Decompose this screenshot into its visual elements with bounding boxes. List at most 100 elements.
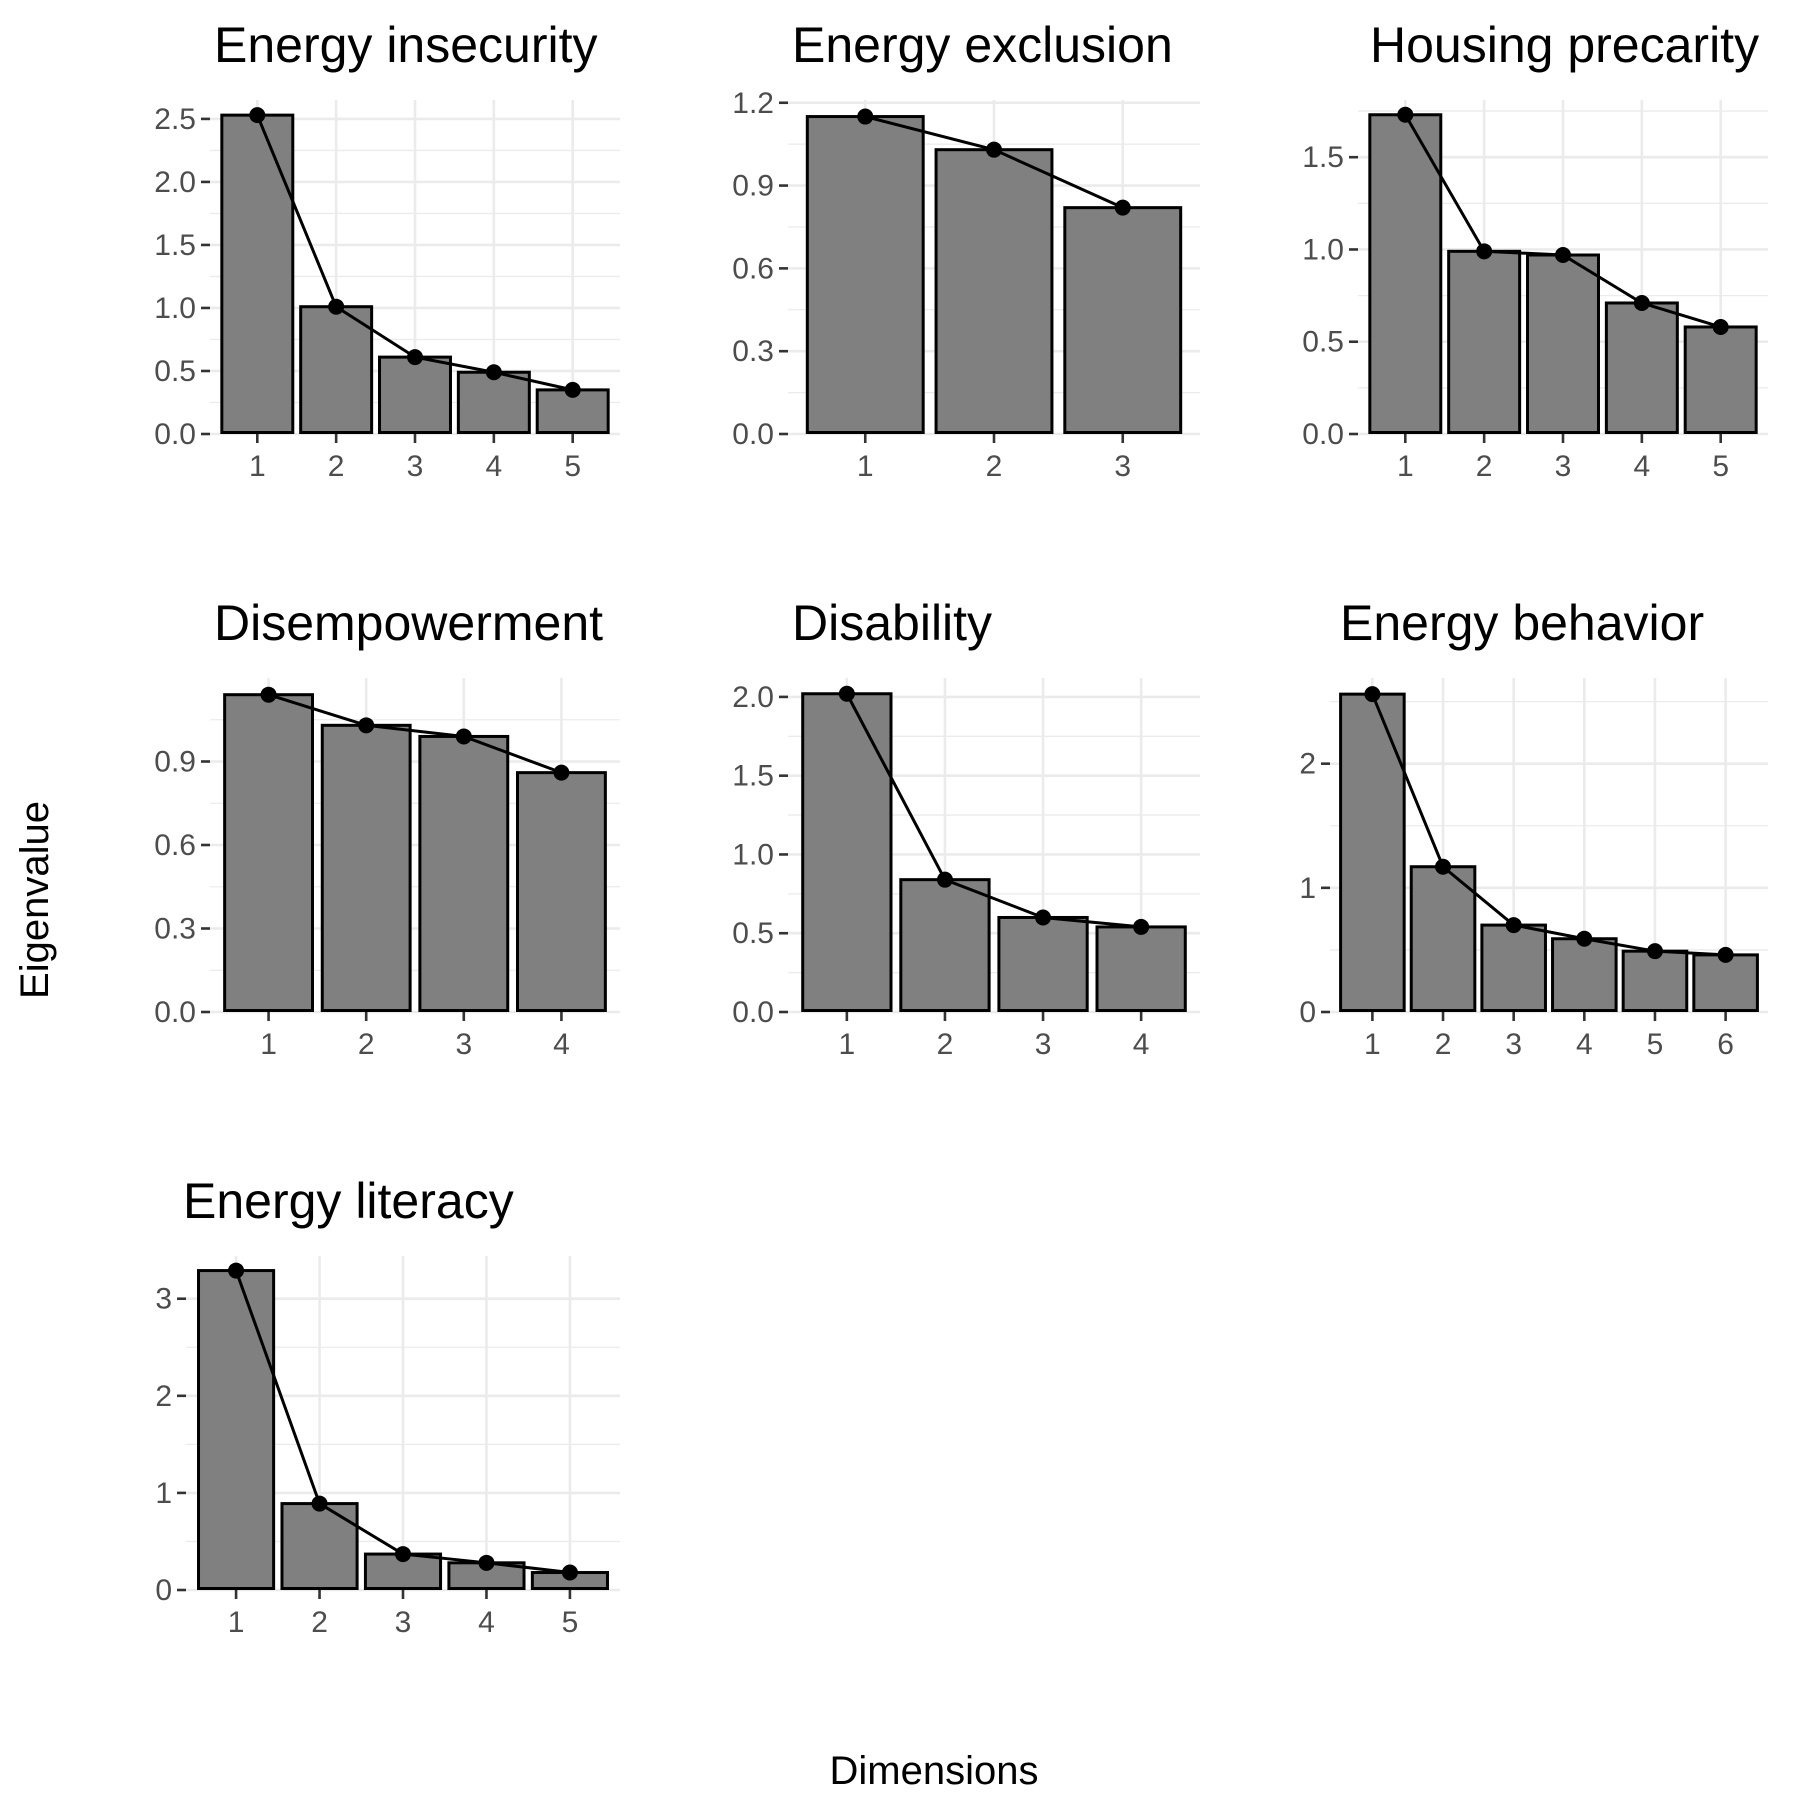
- y-tick-label: 2.0: [154, 166, 196, 199]
- bar-dim-5: [535, 388, 610, 434]
- bar-dim-5: [1683, 325, 1758, 435]
- bar-dim-1: [197, 1269, 276, 1590]
- bar-dim-1: [801, 692, 893, 1012]
- scree-point-4: [1633, 294, 1650, 311]
- bar-dim-3: [997, 915, 1089, 1012]
- x-tick-label: 2: [311, 1606, 328, 1639]
- scree-point-1: [838, 685, 855, 702]
- y-tick-label: 0.6: [732, 252, 774, 285]
- panel-4: 0.0 0.3 0.6 0.9 1 2 3 4 Disempowerment: [154, 595, 620, 1061]
- scree-point-1: [228, 1262, 245, 1279]
- scree-point-2: [311, 1495, 328, 1512]
- x-tick-label: 6: [1717, 1028, 1734, 1061]
- scree-point-4: [478, 1554, 495, 1571]
- panel-1: 0.0 0.5 1.0 1.5 2.0 2.5 1 2 3 4 5 Energy insecurity: [154, 17, 620, 483]
- bar-dim-1: [805, 115, 925, 434]
- panel-title: Energy literacy: [183, 1173, 514, 1229]
- y-tick-label: 1.5: [732, 760, 774, 793]
- y-tick-label: 0.9: [732, 170, 774, 203]
- scree-point-2: [1476, 243, 1493, 260]
- x-tick-label: 1: [839, 1028, 856, 1061]
- y-tick-label: 2: [1299, 748, 1316, 781]
- scree-point-1: [1364, 686, 1381, 703]
- bar-dim-3: [1480, 923, 1547, 1013]
- bar-dim-2: [280, 1502, 359, 1590]
- y-tick-label: 0: [155, 1574, 172, 1607]
- y-tick-label: 1.5: [1302, 141, 1344, 174]
- y-tick-label: 0.3: [154, 913, 196, 946]
- x-tick-label: 4: [1576, 1028, 1593, 1061]
- x-tick-label: 2: [937, 1028, 954, 1061]
- y-tick-label: 3: [155, 1283, 172, 1316]
- bar-dim-2: [899, 878, 991, 1013]
- y-tick-label: 2.5: [154, 103, 196, 136]
- bar-dim-3: [378, 355, 452, 434]
- scree-line: [1370, 693, 1726, 957]
- scree-point-5: [564, 381, 581, 398]
- y-tick-label: 0.3: [732, 335, 774, 368]
- scree-point-3: [1035, 909, 1052, 926]
- scree-point-3: [1555, 247, 1571, 264]
- x-tick-label: 1: [260, 1028, 277, 1061]
- x-tick-label: 1: [1397, 450, 1414, 483]
- x-tick-label: 1: [228, 1606, 245, 1639]
- x-tick-label: 5: [562, 1606, 579, 1639]
- scree-point-2: [936, 871, 953, 888]
- x-tick-label: 3: [395, 1606, 412, 1639]
- panel-6: 0 1 2 1 2 3 4 5 6 Energy behavior: [1299, 595, 1768, 1061]
- bar-dim-2: [299, 305, 374, 434]
- bar-dim-2: [934, 148, 1054, 434]
- x-tick-label: 3: [1505, 1028, 1522, 1061]
- bar-dim-6: [1692, 953, 1759, 1013]
- y-tick-label: 2: [155, 1380, 172, 1413]
- y-tick-label: 0.0: [1302, 418, 1344, 451]
- bar-dim-4: [456, 370, 531, 435]
- scree-point-5: [1712, 318, 1729, 335]
- scree-point-2: [1435, 858, 1452, 875]
- x-tick-label: 2: [1435, 1028, 1452, 1061]
- panel-title: Energy insecurity: [214, 17, 598, 73]
- x-axis-title: Dimensions: [830, 1749, 1039, 1793]
- y-tick-label: 0.9: [154, 746, 196, 779]
- panel-title: Energy behavior: [1340, 595, 1704, 651]
- y-tick-label: 0.5: [1302, 326, 1344, 359]
- scree-point-3: [1114, 199, 1131, 216]
- bar-dim-5: [1621, 949, 1689, 1012]
- panel-title: Housing precarity: [1370, 17, 1759, 73]
- scree-point-5: [561, 1564, 578, 1581]
- bar-dim-2: [320, 723, 412, 1012]
- y-tick-label: 0.5: [154, 355, 196, 388]
- x-tick-label: 3: [407, 450, 424, 483]
- x-tick-label: 2: [328, 450, 345, 483]
- panel-5: 0.0 0.5 1.0 1.5 2.0 1 2 3 4 Disability: [732, 595, 1200, 1061]
- bar-dim-4: [1095, 925, 1187, 1012]
- x-tick-label: 2: [986, 450, 1003, 483]
- panel-2: 0.0 0.3 0.6 0.9 1.2 1 2 3 Energy exclusion: [732, 17, 1200, 483]
- panel-title: Energy exclusion: [792, 17, 1173, 73]
- x-tick-label: 5: [1647, 1028, 1664, 1061]
- scree-line: [845, 693, 1142, 929]
- y-tick-label: 1: [1299, 872, 1316, 905]
- y-tick-label: 1.0: [1302, 233, 1344, 266]
- scree-point-1: [249, 107, 266, 124]
- x-tick-label: 4: [486, 450, 503, 483]
- bar-dim-3: [1063, 206, 1183, 434]
- x-tick-label: 3: [1035, 1028, 1052, 1061]
- scree-point-3: [455, 728, 472, 745]
- bar-dim-1: [220, 113, 295, 434]
- bar-dim-1: [1339, 692, 1406, 1012]
- y-axis-title: Eigenvalue: [13, 801, 57, 999]
- bar-dim-2: [1447, 249, 1522, 434]
- x-tick-label: 3: [455, 1028, 472, 1061]
- scree-point-4: [1576, 930, 1593, 947]
- panel-3: 0.0 0.5 1.0 1.5 1 2 3 4 5 Housing precarity: [1302, 17, 1768, 483]
- panel-title: Disability: [792, 595, 992, 651]
- x-tick-label: 2: [358, 1028, 375, 1061]
- y-tick-label: 0.0: [732, 996, 774, 1029]
- y-tick-label: 0.0: [732, 418, 774, 451]
- x-tick-label: 3: [1555, 450, 1572, 483]
- y-tick-label: 0.5: [732, 917, 774, 950]
- bar-dim-2: [1409, 865, 1477, 1013]
- y-tick-label: 0: [1299, 996, 1316, 1029]
